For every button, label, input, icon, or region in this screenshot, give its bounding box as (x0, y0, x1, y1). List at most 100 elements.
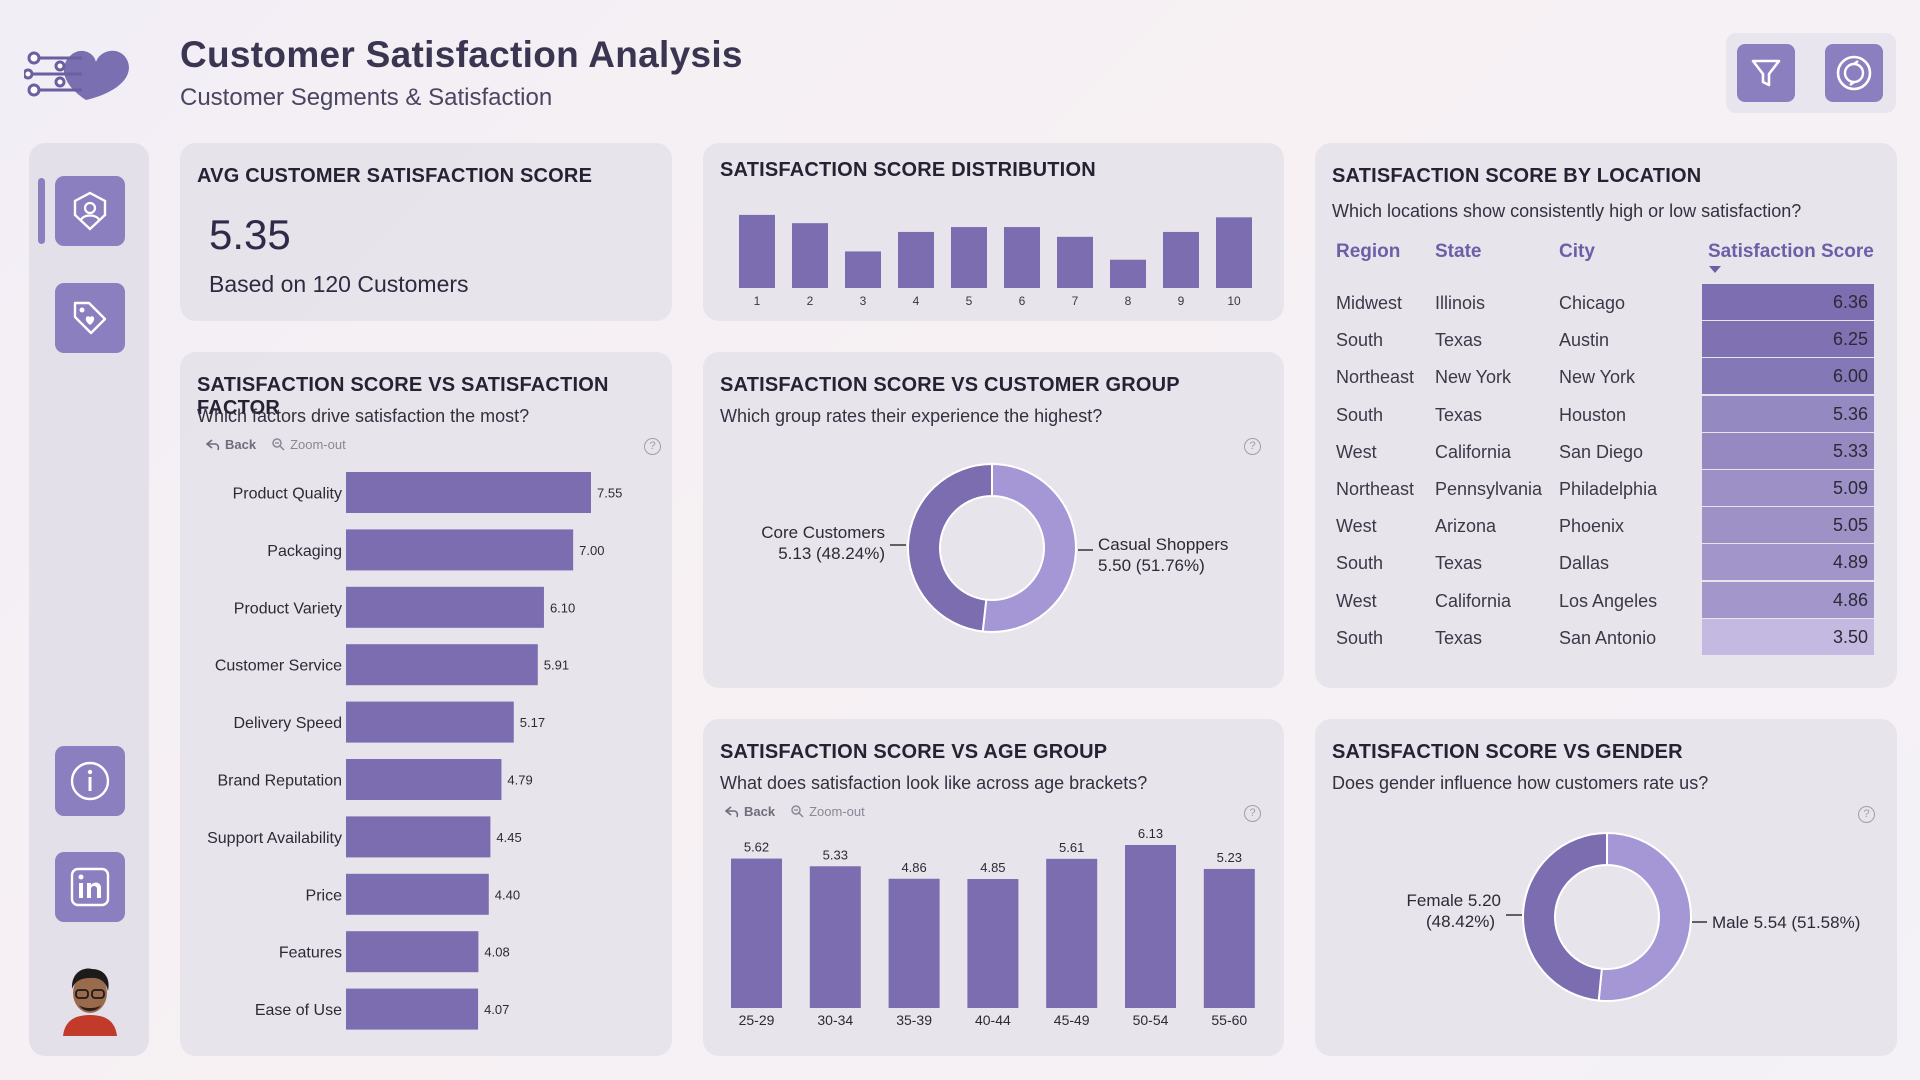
gender-label-male: Male 5.54 (51.58%) (1712, 913, 1860, 932)
location-cell-city: Philadelphia (1559, 479, 1658, 499)
sidebar-active-indicator (38, 178, 45, 244)
factor-question: Which factors drive satisfaction the mos… (197, 406, 530, 426)
col-header-score[interactable]: Satisfaction Score (1708, 241, 1874, 262)
location-cell-region: West (1336, 441, 1377, 462)
age-bar (809, 866, 861, 1008)
distribution-tick-label: 8 (1125, 294, 1132, 308)
distribution-chart: 1 2 3 4 5 6 7 8 9 10 (739, 214, 1252, 308)
zoom-out-icon (272, 438, 285, 451)
factor-category-label: Features (279, 945, 342, 962)
avatar (63, 968, 117, 1036)
location-cell-score: 5.05 (1702, 507, 1874, 544)
factor-value-label: 4.08 (484, 945, 509, 960)
location-cell-state: New York (1435, 367, 1512, 388)
age-title: SATISFACTION SCORE VS AGE GROUP (720, 741, 1108, 763)
factor-title: SATISFACTION SCORE VS SATISFACTION FACTO… (197, 374, 609, 419)
kpi-title: AVG CUSTOMER SATISFACTION SCORE (197, 165, 593, 187)
col-header-region[interactable]: Region (1336, 241, 1401, 262)
col-header-city[interactable]: City (1559, 241, 1595, 262)
factor-value-label: 7.55 (597, 486, 622, 501)
location-cell-state: Texas (1435, 627, 1483, 648)
age-value-label: 5.61 (1059, 840, 1084, 855)
distribution-tick-label: 1 (754, 294, 761, 308)
location-cell-score: 6.25 (1702, 321, 1874, 358)
zoom-out-icon (791, 805, 804, 818)
logo-icon (24, 50, 129, 100)
gender-card: SATISFACTION SCORE VS GENDER Does gender… (1315, 719, 1897, 1056)
sidebar-item-loyalty[interactable] (55, 283, 125, 353)
location-cell-region: South (1336, 330, 1384, 351)
location-cell-city: Los Angeles (1559, 590, 1658, 611)
factor-help-icon[interactable]: ? (644, 438, 661, 455)
page-title: Customer Satisfaction Analysis (180, 34, 743, 75)
age-zoomout-button[interactable]: Zoom-out (791, 804, 865, 819)
group-value-casual: 5.50 (51.76%) (1098, 556, 1205, 575)
factor-category-label: Brand Reputation (217, 773, 342, 790)
sidebar-item-linkedin[interactable] (55, 852, 125, 922)
distribution-bar (951, 227, 987, 288)
factor-bar (346, 759, 502, 800)
info-icon (70, 761, 110, 801)
age-question: What does satisfaction look like across … (720, 773, 1148, 793)
age-tick-label: 40-44 (975, 1012, 1011, 1028)
location-cell-score: 4.89 (1702, 544, 1874, 581)
factor-back-button[interactable]: Back (206, 437, 256, 452)
age-value-label: 4.86 (901, 860, 926, 875)
factor-bar (346, 472, 591, 513)
location-cell-state: Illinois (1435, 293, 1486, 313)
location-question: Which locations show consistently high o… (1332, 201, 1802, 221)
age-tick-label: 35-39 (896, 1012, 932, 1028)
reset-button[interactable] (1825, 44, 1883, 102)
location-cell-state: Pennsylvania (1435, 479, 1543, 499)
gender-help-icon[interactable]: ? (1858, 806, 1875, 823)
distribution-tick-label: 9 (1178, 294, 1185, 308)
distribution-bar (898, 231, 934, 288)
age-toolbar: Back Zoom-out (725, 804, 865, 819)
location-cell-score: 6.36 (1702, 284, 1874, 320)
distribution-tick-label: 6 (1019, 294, 1026, 308)
location-cell-city: Houston (1559, 404, 1627, 425)
factor-bar (346, 816, 491, 858)
tag-heart-icon (73, 301, 107, 335)
back-arrow-icon (206, 438, 220, 450)
age-tick-label: 50-54 (1133, 1012, 1169, 1028)
factor-category-label: Delivery Speed (234, 715, 343, 732)
factor-category-label: Price (306, 887, 343, 904)
gender-value-female: (48.42%) (1426, 912, 1495, 931)
distribution-bar (1004, 227, 1040, 288)
back-arrow-icon (725, 805, 739, 817)
age-tick-label: 30-34 (817, 1012, 853, 1028)
location-cell-score: 6.00 (1702, 358, 1874, 395)
factor-bar (346, 586, 544, 628)
page-subtitle: Customer Segments & Satisfaction (180, 84, 553, 111)
location-cell-city: San Antonio (1559, 627, 1657, 648)
kpi-value: 5.35 (209, 211, 291, 258)
factor-bar (346, 988, 479, 1030)
factor-value-label: 7.00 (579, 543, 604, 558)
factor-zoomout-button[interactable]: Zoom-out (272, 437, 346, 452)
factor-value-label: 4.40 (495, 887, 520, 902)
location-cell-city: Dallas (1559, 553, 1610, 574)
age-value-label: 6.13 (1138, 826, 1163, 841)
age-bar (1046, 858, 1098, 1008)
sidebar-item-info[interactable] (55, 746, 125, 816)
sort-desc-icon (1709, 266, 1721, 273)
location-cell-score: 4.86 (1702, 581, 1874, 618)
location-cell-score: 5.33 (1702, 432, 1874, 469)
group-question: Which group rates their experience the h… (720, 406, 1103, 426)
group-help-icon[interactable]: ? (1244, 438, 1261, 455)
filter-button[interactable] (1737, 44, 1795, 102)
group-title: SATISFACTION SCORE VS CUSTOMER GROUP (720, 374, 1180, 396)
location-cell-city: Chicago (1559, 293, 1626, 313)
col-header-state[interactable]: State (1435, 241, 1482, 262)
factor-value-label: 5.17 (520, 715, 545, 730)
factor-category-label: Ease of Use (255, 1002, 342, 1019)
age-help-icon[interactable]: ? (1244, 805, 1261, 822)
location-card: SATISFACTION SCORE BY LOCATION Which loc… (1315, 143, 1897, 688)
location-cell-score: 3.50 (1702, 618, 1874, 655)
sidebar-item-customers[interactable] (55, 176, 125, 246)
location-cell-region: Midwest (1336, 293, 1403, 313)
location-cell-city: Austin (1559, 330, 1610, 351)
age-back-button[interactable]: Back (725, 804, 775, 819)
age-bar (888, 878, 940, 1008)
